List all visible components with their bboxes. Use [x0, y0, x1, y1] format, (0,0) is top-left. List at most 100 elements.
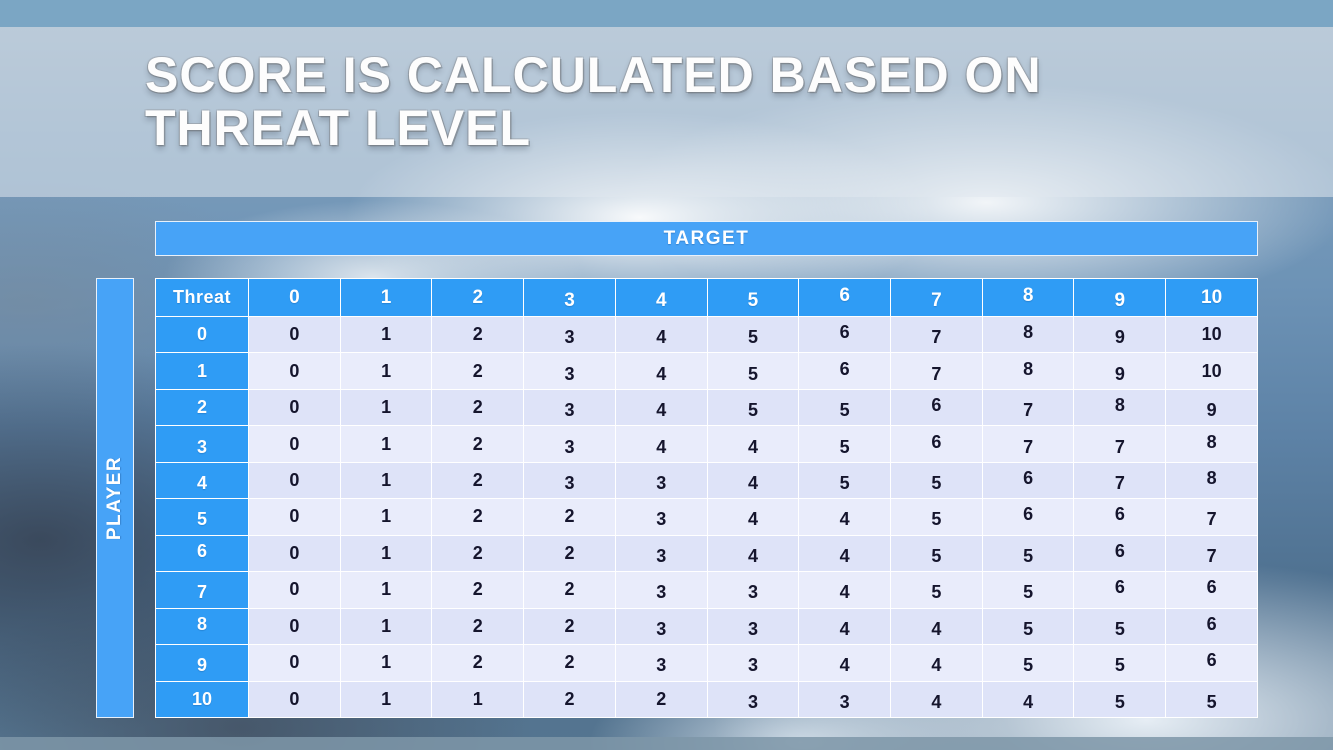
column-header-cell: 5	[706, 278, 800, 317]
row-header-cell: 8	[155, 607, 249, 646]
score-cell: 4	[981, 680, 1075, 719]
score-cell: 2	[431, 388, 525, 427]
score-cell: 3	[798, 680, 892, 719]
corner-cell-threat: Threat	[155, 278, 249, 317]
score-cell: 4	[798, 607, 892, 646]
score-cell: 2	[431, 498, 525, 536]
score-cell: 4	[706, 425, 800, 463]
score-cell: 3	[706, 680, 800, 719]
row-header-cell: 6	[155, 534, 249, 573]
title-band: SCORE IS CALCULATED BASED ON THREAT LEVE…	[0, 27, 1333, 197]
column-header-cell: 10	[1165, 278, 1258, 317]
score-cell: 4	[614, 425, 708, 463]
score-cell: 3	[706, 571, 800, 609]
top-strip	[0, 0, 1333, 27]
score-cell: 5	[981, 571, 1075, 609]
bottom-strip	[0, 737, 1333, 750]
score-cell: 2	[614, 680, 708, 719]
score-cell: 7	[890, 315, 983, 354]
score-cell: 2	[431, 571, 525, 609]
score-cell: 8	[1073, 388, 1167, 427]
score-cell: 2	[431, 461, 525, 500]
score-cell: 8	[1165, 461, 1258, 500]
score-cell: 3	[706, 607, 800, 646]
score-cell: 6	[890, 425, 983, 463]
score-cell: 0	[248, 315, 341, 354]
target-label: TARGET	[663, 227, 750, 249]
score-cell: 4	[798, 498, 892, 536]
player-label: PLAYER	[104, 455, 126, 541]
score-cell: 5	[890, 461, 983, 500]
score-cell: 4	[798, 534, 892, 573]
score-cell: 6	[890, 388, 983, 427]
score-cell: 7	[981, 425, 1075, 463]
score-cell: 7	[1165, 498, 1258, 536]
column-header-cell: 1	[339, 278, 433, 317]
score-cell: 0	[248, 388, 341, 427]
score-cell: 9	[1165, 388, 1258, 427]
score-cell: 6	[1165, 644, 1258, 682]
player-sidebar-bar: PLAYER	[96, 278, 134, 718]
score-cell: 4	[614, 352, 708, 390]
score-cell: 6	[1073, 534, 1167, 573]
column-header-cell: 3	[523, 278, 616, 317]
title-line-2: THREAT LEVEL	[145, 100, 532, 156]
score-cell: 3	[523, 388, 616, 427]
score-cell: 0	[248, 644, 341, 682]
score-cell: 4	[706, 498, 800, 536]
score-cell: 3	[614, 534, 708, 573]
score-cell: 1	[431, 680, 525, 719]
score-cell: 8	[981, 352, 1075, 390]
score-cell: 2	[523, 644, 616, 682]
score-cell: 5	[798, 461, 892, 500]
score-cell: 5	[890, 498, 983, 536]
score-cell: 5	[1073, 644, 1167, 682]
score-cell: 1	[339, 315, 433, 354]
column-header-cell: 8	[981, 278, 1075, 317]
column-header-cell: 4	[614, 278, 708, 317]
header-row: Threat 0 1 2 3 4 5 6 7 8 9 10	[155, 278, 1258, 317]
score-cell: 1	[339, 425, 433, 463]
score-cell: 5	[706, 352, 800, 390]
score-cell: 3	[523, 425, 616, 463]
score-cell: 1	[339, 571, 433, 609]
score-cell: 6	[1073, 571, 1167, 609]
score-cell: 5	[890, 534, 983, 573]
score-cell: 5	[798, 388, 892, 427]
score-cell: 10	[1165, 352, 1258, 390]
score-cell: 0	[248, 461, 341, 500]
title-line-1: SCORE IS CALCULATED BASED ON	[145, 47, 1042, 103]
score-cell: 6	[981, 461, 1075, 500]
score-cell: 0	[248, 498, 341, 536]
score-cell: 6	[1165, 607, 1258, 646]
score-cell: 4	[890, 607, 983, 646]
row-header-cell: 1	[155, 352, 249, 390]
table-row: 0 0 1 2 3 4 5 6 7 8 9 10	[155, 315, 1258, 354]
score-cell: 1	[339, 461, 433, 500]
score-cell: 1	[339, 388, 433, 427]
score-cell: 4	[890, 644, 983, 682]
score-cell: 6	[798, 352, 892, 390]
score-cell: 9	[1073, 315, 1167, 354]
score-cell: 3	[614, 644, 708, 682]
score-cell: 3	[523, 352, 616, 390]
score-cell: 5	[981, 607, 1075, 646]
score-cell: 0	[248, 680, 341, 719]
score-cell: 7	[1073, 425, 1167, 463]
score-cell: 1	[339, 644, 433, 682]
score-cell: 0	[248, 607, 341, 646]
score-cell: 3	[614, 571, 708, 609]
score-cell: 2	[523, 680, 616, 719]
score-cell: 3	[523, 461, 616, 500]
score-cell: 1	[339, 680, 433, 719]
row-header-cell: 2	[155, 388, 249, 427]
column-header-cell: 9	[1073, 278, 1167, 317]
score-cell: 4	[798, 571, 892, 609]
